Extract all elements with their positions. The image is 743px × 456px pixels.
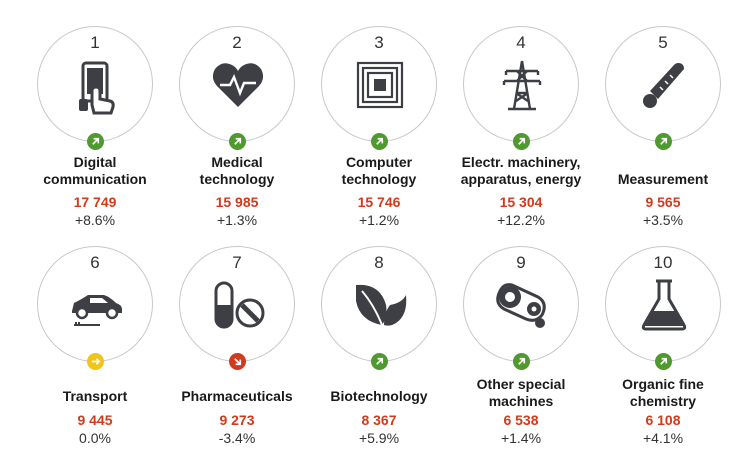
icon-circle: 4 [463, 26, 579, 142]
percent-change: +12.2% [446, 212, 596, 228]
trend-up-icon [513, 133, 530, 150]
rank-number: 6 [38, 253, 152, 273]
tile-electrical-machinery: 4 Electr. machinery, apparatus, energy 1… [446, 26, 596, 236]
percent-change: +1.4% [446, 430, 596, 446]
trend-up-icon [229, 133, 246, 150]
trend-up-icon [371, 133, 388, 150]
percent-change: +3.5% [588, 212, 738, 228]
tile-organic-fine-chemistry: 10 Organic fine chemistry 6 108 +4.1% [588, 246, 738, 456]
patent-count: 17 749 [20, 194, 170, 210]
patent-count: 9 565 [588, 194, 738, 210]
trend-up-icon [655, 133, 672, 150]
item-label: Transport [20, 388, 170, 405]
tile-medical-technology: 2 Medical technology 15 985 +1.3% [162, 26, 312, 236]
rank-number: 2 [180, 33, 294, 53]
rank-number: 8 [322, 253, 436, 273]
patent-count: 15 985 [162, 194, 312, 210]
heart-pulse-icon [208, 55, 268, 115]
percent-change: +5.9% [304, 430, 454, 446]
tile-other-special-machines: 9 Other special machines 6 538 +1.4% [446, 246, 596, 456]
percent-change: 0.0% [20, 430, 170, 446]
item-label: Medical technology [162, 154, 312, 188]
tile-pharmaceuticals: 7 Pharmaceuticals 9 273 -3.4% [162, 246, 312, 456]
patent-count: 8 367 [304, 412, 454, 428]
patent-count: 9 273 [162, 412, 312, 428]
icon-circle: 1 [37, 26, 153, 142]
patent-count: 6 108 [588, 412, 738, 428]
item-label: Other special machines [446, 376, 596, 410]
patent-count: 6 538 [446, 412, 596, 428]
item-label: Computer technology [304, 154, 454, 188]
tile-biotechnology: 8 Biotechnology 8 367 +5.9% [304, 246, 454, 456]
item-label: Organic fine chemistry [588, 376, 738, 410]
tile-transport: 6 Transport 9 445 0.0% [20, 246, 170, 456]
icon-circle: 3 [321, 26, 437, 142]
leaves-icon [350, 275, 410, 335]
icon-circle: 5 [605, 26, 721, 142]
patent-count: 15 304 [446, 194, 596, 210]
icon-circle: 8 [321, 246, 437, 362]
rank-number: 9 [464, 253, 578, 273]
trend-up-icon [513, 353, 530, 370]
tile-measurement: 5 Measurement 9 565 +3.5% [588, 26, 738, 236]
tile-digital-communication: 1 Digital communication 17 749 +8.6% [20, 26, 170, 236]
electric-car-icon [66, 275, 126, 335]
rank-number: 7 [180, 253, 294, 273]
trend-down-icon [229, 353, 246, 370]
item-label: Measurement [588, 171, 738, 188]
item-label: Pharmaceuticals [162, 388, 312, 405]
icon-circle: 2 [179, 26, 295, 142]
rank-number: 5 [606, 33, 720, 53]
icon-circle: 9 [463, 246, 579, 362]
percent-change: +1.3% [162, 212, 312, 228]
rank-number: 4 [464, 33, 578, 53]
trend-up-icon [371, 353, 388, 370]
icon-circle: 10 [605, 246, 721, 362]
percent-change: +4.1% [588, 430, 738, 446]
rank-number: 1 [38, 33, 152, 53]
percent-change: +8.6% [20, 212, 170, 228]
percent-change: -3.4% [162, 430, 312, 446]
item-label: Electr. machinery, apparatus, energy [446, 154, 596, 188]
pills-icon [208, 275, 268, 335]
item-label: Digital communication [20, 154, 170, 188]
rank-number: 10 [606, 253, 720, 273]
power-pylon-icon [492, 55, 552, 115]
patent-count: 15 746 [304, 194, 454, 210]
icon-circle: 6 [37, 246, 153, 362]
tile-computer-technology: 3 Computer technology 15 746 +1.2% [304, 26, 454, 236]
trend-flat-icon [87, 353, 104, 370]
chip-icon [350, 55, 410, 115]
icon-circle: 7 [179, 246, 295, 362]
patent-count: 9 445 [20, 412, 170, 428]
trend-up-icon [87, 133, 104, 150]
gear-belt-icon [492, 275, 552, 335]
item-label: Biotechnology [304, 388, 454, 405]
percent-change: +1.2% [304, 212, 454, 228]
rank-number: 3 [322, 33, 436, 53]
thermometer-icon [634, 55, 694, 115]
touch-phone-icon [66, 55, 126, 115]
flask-icon [634, 275, 694, 335]
trend-up-icon [655, 353, 672, 370]
